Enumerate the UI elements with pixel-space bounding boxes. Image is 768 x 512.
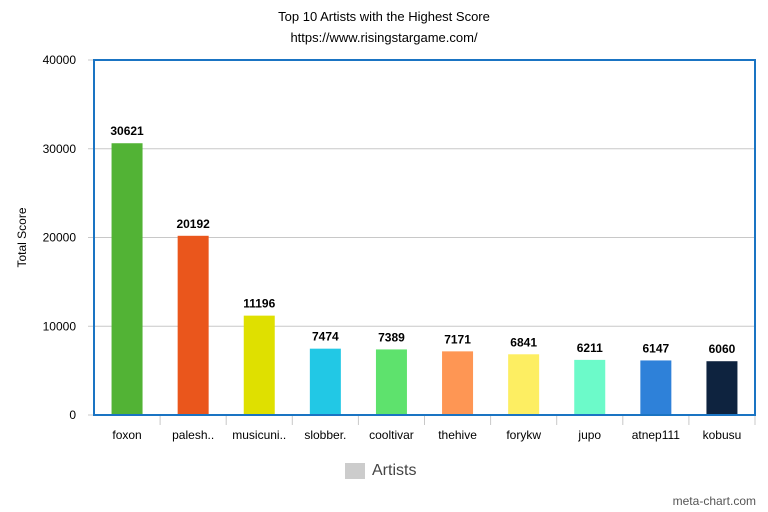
bar bbox=[375, 349, 407, 415]
y-tick-label: 10000 bbox=[43, 319, 77, 333]
data-label: 7389 bbox=[378, 330, 405, 344]
x-tick-label: cooltivar bbox=[369, 428, 414, 442]
data-label: 7474 bbox=[312, 330, 339, 344]
data-label: 20192 bbox=[176, 217, 210, 231]
bar bbox=[574, 359, 606, 415]
y-tick-label: 0 bbox=[69, 408, 76, 422]
legend-swatch bbox=[345, 463, 365, 479]
bar bbox=[309, 348, 341, 415]
bar bbox=[640, 360, 672, 415]
data-label: 11196 bbox=[243, 297, 275, 311]
chart-subtitle: https://www.risingstargame.com/ bbox=[290, 30, 478, 45]
x-tick-label: palesh.. bbox=[172, 428, 214, 442]
x-tick-label: forykw bbox=[506, 428, 541, 442]
data-label: 6060 bbox=[709, 342, 736, 356]
x-tick-label: kobusu bbox=[703, 428, 742, 442]
bar bbox=[508, 354, 540, 415]
plot-frame bbox=[93, 59, 756, 416]
chart-title: Top 10 Artists with the Highest Score bbox=[278, 9, 490, 24]
y-tick-label: 30000 bbox=[43, 142, 77, 156]
data-label: 7171 bbox=[444, 332, 471, 346]
bar bbox=[243, 315, 275, 415]
legend-label: Artists bbox=[372, 462, 417, 479]
x-tick-label: musicuni.. bbox=[232, 428, 286, 442]
data-label: 30621 bbox=[110, 124, 144, 138]
legend[interactable]: Artists bbox=[345, 462, 416, 480]
y-axis-label: Total Score bbox=[15, 207, 29, 267]
bar bbox=[706, 361, 738, 415]
x-tick-label: slobber. bbox=[304, 428, 346, 442]
x-tick-label: thehive bbox=[438, 428, 477, 442]
bar bbox=[111, 143, 143, 415]
bar bbox=[442, 351, 474, 415]
data-label: 6211 bbox=[577, 341, 603, 355]
x-tick-label: foxon bbox=[112, 428, 141, 442]
data-label: 6147 bbox=[642, 341, 669, 355]
x-tick-label: atnep111 bbox=[632, 428, 681, 442]
x-tick-label: jupo bbox=[577, 428, 601, 442]
y-tick-label: 20000 bbox=[43, 231, 77, 245]
y-tick-label: 40000 bbox=[43, 53, 77, 67]
credit-text: meta-chart.com bbox=[672, 494, 756, 508]
bar bbox=[177, 235, 209, 415]
data-label: 6841 bbox=[510, 335, 537, 349]
